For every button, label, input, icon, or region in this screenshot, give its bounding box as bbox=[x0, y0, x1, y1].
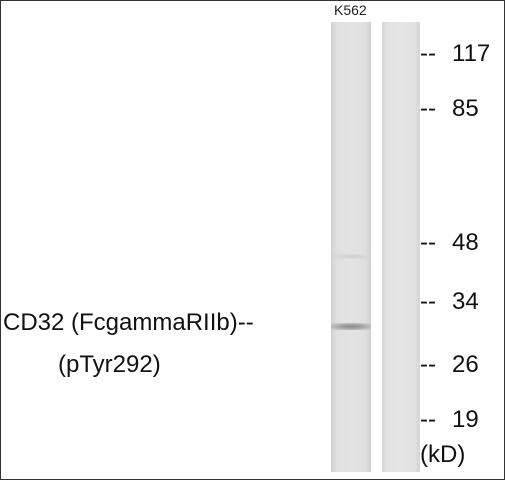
marker-19: -- 19 bbox=[420, 406, 479, 434]
marker-dash: -- bbox=[420, 229, 436, 256]
marker-value: 26 bbox=[452, 351, 479, 378]
lane-k562 bbox=[331, 22, 371, 472]
marker-34: -- 34 bbox=[420, 288, 479, 316]
protein-label: CD32 (FcgammaRIIb)-- bbox=[3, 309, 254, 336]
marker-117: -- 117 bbox=[420, 40, 490, 68]
marker-26: -- 26 bbox=[420, 351, 479, 379]
marker-48: -- 48 bbox=[420, 229, 479, 257]
marker-value: 48 bbox=[452, 229, 479, 256]
marker-dash: -- bbox=[420, 288, 436, 315]
faint-band bbox=[331, 254, 371, 259]
marker-value: 117 bbox=[452, 40, 491, 67]
lane-label: K562 bbox=[334, 2, 367, 18]
marker-dash: -- bbox=[420, 351, 436, 378]
marker-value: 34 bbox=[452, 288, 479, 315]
marker-value: 85 bbox=[452, 95, 479, 122]
marker-dash: -- bbox=[420, 40, 436, 67]
modification-label: (pTyr292) bbox=[58, 351, 161, 378]
unit-label: (kD) bbox=[420, 441, 466, 468]
marker-85: -- 85 bbox=[420, 95, 479, 123]
marker-value: 19 bbox=[452, 406, 479, 433]
target-band bbox=[331, 323, 371, 330]
marker-dash: -- bbox=[420, 406, 436, 433]
lane-control bbox=[382, 22, 420, 472]
marker-dash: -- bbox=[420, 95, 436, 122]
